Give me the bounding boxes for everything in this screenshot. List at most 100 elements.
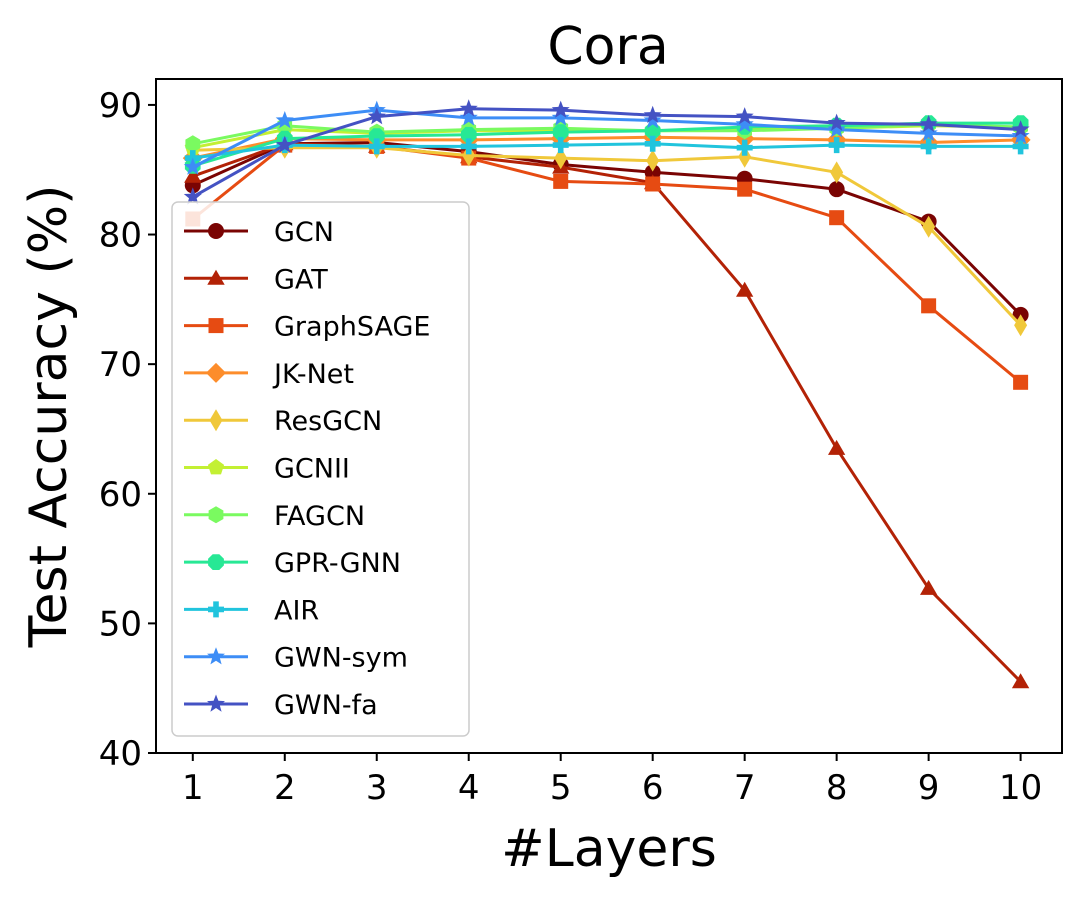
data-point-gcn [828,181,845,198]
data-point-gwn-sym [183,157,202,175]
data-point-gwn-sym [643,111,662,129]
x-tick-label: 9 [918,768,940,808]
y-tick-label: 50 [99,604,142,644]
data-point-air [736,139,753,156]
data-point-graphsage [921,298,937,314]
x-axis-title: #Layers [501,819,717,879]
data-point-gwn-fa [551,100,570,118]
data-point-gwn-sym [1011,126,1030,144]
series-resgcn [186,136,1028,337]
data-point-graphsage [553,173,569,189]
y-tick-label: 60 [99,475,142,515]
x-tick-label: 5 [550,768,572,808]
data-point-air [644,135,661,152]
legend-marker [208,318,224,334]
legend-label: GraphSAGE [274,312,430,343]
x-axis: 1 2 3 4 5 6 7 8 9 10 [182,753,1042,808]
data-point-gwn-fa [735,107,754,125]
legend-item-gcn: GCN [184,217,334,248]
data-point-resgcn [1014,314,1028,337]
data-point-gwn-fa [643,105,662,123]
data-point-gpr-gnn [368,128,385,144]
x-tick-label: 4 [458,768,480,808]
legend-marker [207,694,225,712]
data-point-gwn-sym [827,120,846,138]
data-point-gwn-fa [275,135,294,153]
data-point-gwn-sym [459,108,478,126]
x-tick-label: 3 [366,768,388,808]
data-point-air [828,137,845,154]
legend-label: JK-Net [272,359,354,390]
legend-item-fagcn: FAGCN [184,501,365,532]
plot-frame [155,78,1063,754]
x-tick-label: 1 [182,768,204,808]
legend-item-jk-net: JK-Net [184,359,354,390]
data-point-gwn-fa [183,187,202,205]
legend-item-gpr-gnn: GPR-GNN [184,548,401,579]
plot-area [182,99,1031,689]
data-point-graphsage [1013,374,1029,390]
legend-item-air: AIR [184,595,319,626]
series-line-gwn-sym [192,108,1021,169]
legend-label: GPR-GNN [274,548,401,579]
data-point-gwn-fa [367,107,386,125]
data-point-gwn-sym [919,123,938,142]
data-point-graphsage [829,210,845,226]
series-air [184,135,1029,167]
legend-item-gwn-fa: GWN-fa [184,690,378,721]
series-gwn-fa [183,99,1030,205]
legend-item-graphsage: GraphSAGE [184,312,430,343]
data-point-air [920,138,937,155]
legend-label: GCN [274,217,334,248]
legend-marker [206,362,226,383]
legend-label: GAT [274,264,328,295]
legend-marker [208,223,224,239]
series-line-air [192,142,1021,160]
legend-marker [208,506,224,524]
data-point-gwn-fa [919,114,938,133]
data-point-air [552,137,569,154]
data-point-graphsage [645,176,661,192]
data-point-gat [184,167,202,183]
data-point-gwn-fa [1011,120,1030,138]
legend-item-gwn-sym: GWN-sym [184,643,408,674]
legend-label: GWN-fa [274,690,378,721]
series-line-resgcn [192,146,1022,327]
data-point-resgcn [462,144,476,167]
legend-item-resgcn: ResGCN [184,406,382,437]
series-line-gcn [192,141,1022,316]
data-point-gat [736,281,754,297]
legend: GCN GAT GraphSAGE JK-Net ResGCN GCNII FAGCN GPR… [171,201,470,737]
data-point-gwn-fa [827,113,846,131]
data-point-gwn-sym [551,108,570,126]
data-point-air [460,138,477,155]
data-point-air [1012,138,1029,155]
legend-marker [207,647,225,665]
y-axis-title: Test Accuracy (%) [19,185,79,649]
data-point-gpr-gnn [460,126,477,143]
data-point-gpr-gnn [552,124,569,140]
chart-title: Cora [547,17,668,77]
x-tick-label: 2 [274,768,296,808]
x-tick-label: 10 [999,768,1042,808]
x-tick-label: 7 [734,768,756,808]
legend-marker [207,269,225,285]
data-point-resgcn [646,149,660,172]
y-tick-label: 80 [99,216,142,256]
x-tick-label: 8 [826,768,848,808]
y-tick-label: 70 [99,345,142,385]
series-line-jk-net [192,135,1021,160]
data-point-resgcn [554,147,568,170]
legend-label: FAGCN [274,501,365,532]
data-point-fagcn [185,135,201,153]
legend-marker [208,554,224,570]
legend-marker [207,459,225,475]
legend-label: GWN-sym [274,643,408,674]
legend-item-gat: GAT [184,264,328,295]
series-line-gwn-fa [192,107,1021,199]
y-axis: 40 50 60 70 80 90 [99,86,156,774]
data-point-gwn-fa [459,99,478,117]
data-point-gat [1011,673,1030,689]
data-point-resgcn [922,215,936,238]
